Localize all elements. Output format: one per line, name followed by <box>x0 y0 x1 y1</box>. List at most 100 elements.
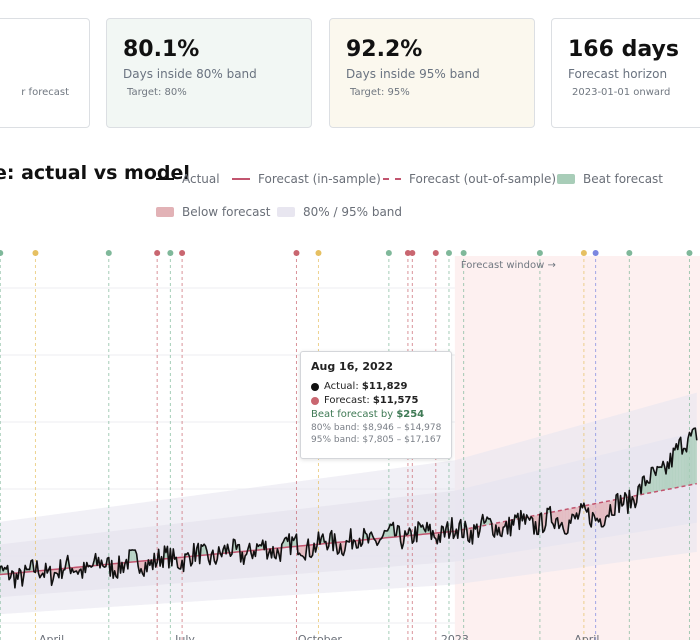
legend-swatch <box>156 178 174 180</box>
x-tick-label: October <box>298 633 342 640</box>
kpi-card-band80: 80.1% Days inside 80% band Target: 80% <box>106 18 312 128</box>
tooltip-date: Aug 16, 2022 <box>311 360 393 373</box>
legend-beat-forecast[interactable]: Beat forecast <box>557 172 663 186</box>
diff-segment <box>602 501 605 527</box>
legend-label: Forecast (in-sample) <box>258 172 381 186</box>
legend-swatch <box>383 178 401 180</box>
event-marker-dot <box>293 250 300 256</box>
legend-actual[interactable]: Actual <box>156 172 220 186</box>
diff-segment <box>682 448 684 487</box>
x-tick-label: July <box>174 633 195 640</box>
kpi-card-horizon: 166 days Forecast horizon 2023-01-01 onw… <box>551 18 700 128</box>
legend-label: 80% / 95% band <box>303 205 403 219</box>
tooltip-beat: Beat forecast by $254 <box>311 409 441 420</box>
kpi-value: 166 days <box>568 37 679 62</box>
diff-segment <box>572 507 574 516</box>
tooltip-forecast-value: $11,575 <box>372 395 419 406</box>
legend-swatch <box>156 207 174 217</box>
diff-segment <box>648 482 650 494</box>
tooltip-actual-label: Actual: <box>324 381 359 392</box>
event-marker-dot <box>409 250 416 256</box>
diff-segment <box>500 522 502 537</box>
actual-line <box>0 427 698 589</box>
diff-segment <box>132 549 134 562</box>
event-marker-dot <box>154 250 161 256</box>
diff-segment <box>384 530 386 538</box>
kpi-card-band95: 92.2% Days inside 95% band Target: 95% <box>329 18 535 128</box>
x-tick-label: April <box>39 633 64 640</box>
diff-segment <box>695 428 697 484</box>
diff-segment <box>130 549 133 563</box>
diff-segment <box>284 537 287 548</box>
diff-segment <box>598 502 601 522</box>
chart-title: e: actual vs model <box>0 162 190 184</box>
event-marker-dot <box>385 250 392 256</box>
diff-segment <box>688 432 690 486</box>
forecast-chart[interactable]: Forecast window → April July October 2023 Ap… <box>0 240 700 640</box>
event-marker-dot <box>580 250 587 256</box>
x-tick-label: April <box>574 633 599 640</box>
event-marker-dot <box>445 250 452 256</box>
legend-forecast-in-sample[interactable]: Forecast (in-sample) <box>232 172 381 186</box>
diff-segment <box>654 471 656 493</box>
legend-swatch <box>557 174 575 184</box>
diff-segment <box>566 509 568 535</box>
diff-segment <box>646 480 649 494</box>
legend-band[interactable]: 80% / 95% band <box>277 205 402 219</box>
tooltip-band95: 95% band: $7,805 – $17,167 <box>311 435 442 445</box>
tooltip-band80: 80% band: $8,946 – $14,978 <box>311 423 442 433</box>
event-marker-dot <box>460 250 467 256</box>
legend-swatch <box>232 178 250 180</box>
legend-label: Actual <box>182 172 220 186</box>
diff-segment <box>679 437 681 488</box>
diff-segment <box>202 544 205 556</box>
diff-segment <box>300 545 303 556</box>
diff-segment <box>601 502 603 527</box>
diff-segment <box>685 448 687 486</box>
diff-segment <box>595 503 598 521</box>
x-tick-label: 2023 <box>441 633 469 640</box>
diff-segment <box>179 557 181 569</box>
tooltip-actual-value: $11,829 <box>361 381 408 392</box>
diff-segment <box>607 500 609 517</box>
event-marker-dot <box>32 250 39 256</box>
diff-segment <box>683 448 686 487</box>
diff-segment <box>660 466 662 491</box>
diff-segment <box>302 545 304 558</box>
diff-segment <box>652 467 655 493</box>
tooltip-actual-row: Actual: $11,829 <box>311 381 441 392</box>
actual-dot-icon <box>311 382 319 391</box>
event-marker-dot <box>626 250 633 256</box>
diff-segment <box>560 510 562 526</box>
event-marker-dot <box>686 250 693 256</box>
diff-segment <box>676 443 678 488</box>
tooltip-beat-label: Beat forecast by <box>311 409 397 420</box>
diff-segment <box>651 467 653 493</box>
diff-segment <box>558 510 561 529</box>
kpi-sub: Target: 95% <box>350 87 410 98</box>
diff-segment <box>661 461 664 491</box>
kpi-sub: 2023-01-01 onward <box>572 87 671 98</box>
event-marker-dot <box>404 250 411 256</box>
legend-forecast-out-of-sample[interactable]: Forecast (out-of-sample) <box>383 172 556 186</box>
diff-segment <box>658 466 661 492</box>
diff-segment <box>488 518 491 525</box>
event-marker-dot <box>432 250 439 256</box>
kpi-label: Forecast horizon <box>568 67 668 81</box>
tooltip-forecast-label: Forecast: <box>324 395 370 406</box>
diff-segment <box>657 466 659 492</box>
kpi-sub: r forecast <box>21 87 69 98</box>
diff-segment <box>605 501 608 517</box>
event-marker-dot <box>167 250 174 256</box>
diff-segment <box>690 429 693 485</box>
diff-segment <box>674 443 677 488</box>
legend-below-forecast[interactable]: Below forecast <box>156 205 270 219</box>
diff-segment <box>597 502 599 522</box>
legend-swatch <box>277 207 295 217</box>
diff-segment <box>385 530 388 538</box>
kpi-card-partial: r forecast <box>0 18 90 128</box>
kpi-label: Days inside 95% band <box>346 67 480 81</box>
event-marker-dot <box>592 250 599 256</box>
forecast-out-of-sample-line <box>454 482 697 532</box>
diff-segment <box>556 511 558 519</box>
